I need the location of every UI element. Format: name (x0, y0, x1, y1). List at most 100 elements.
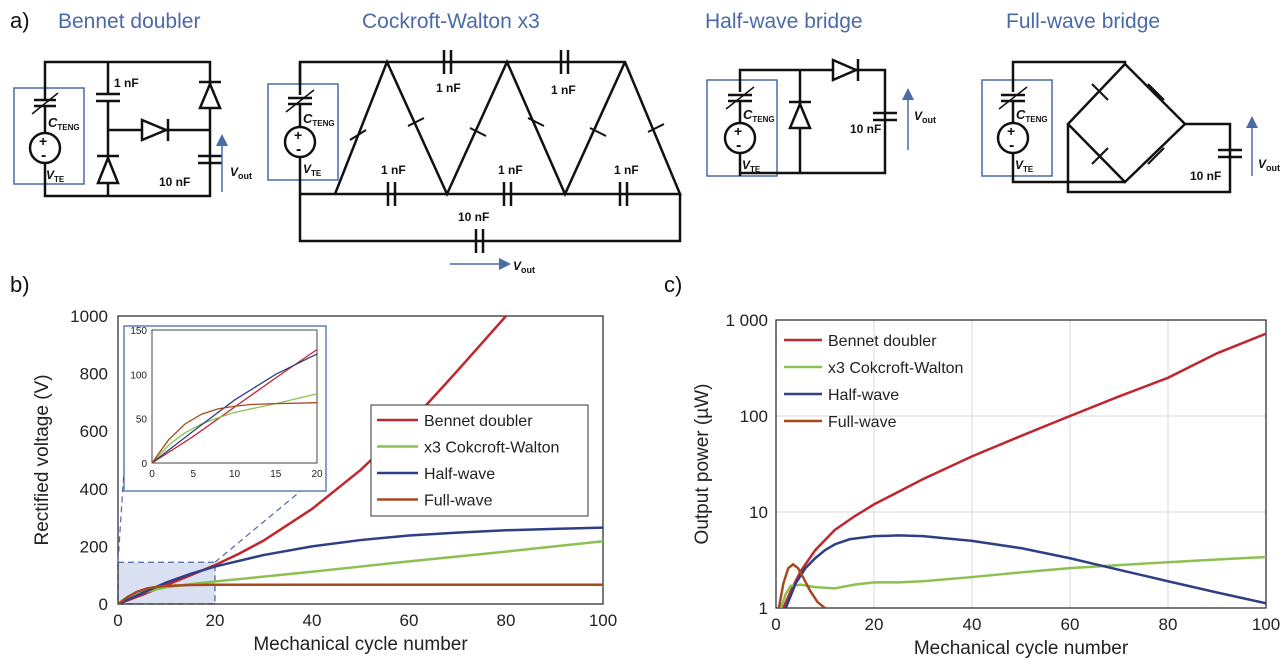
x-tick-label-c: 80 (1159, 615, 1178, 634)
panel-label-c: c) (664, 272, 683, 297)
bennet-vout-label: Vout (230, 165, 252, 181)
x-tick-label-b: 80 (497, 611, 516, 630)
inset-x-tick: 20 (311, 469, 323, 480)
legend-c-label-1: x3 Cokcroft-Walton (828, 360, 963, 377)
y-axis-label-c: Output power (µW) (692, 384, 713, 545)
half-vout-label: Vout (914, 109, 936, 125)
x-tick-label-c: 100 (1252, 615, 1280, 634)
half-cteng-label: CTENG (743, 107, 775, 124)
series-line-b-3 (118, 583, 603, 604)
plot-b-frame (117, 315, 604, 605)
y-tick-label-c: 100 (740, 407, 768, 426)
cw-c1-label: 1 nF (436, 81, 461, 95)
legend-b-label-2: Half-wave (424, 466, 495, 483)
inset-series-line-2 (151, 353, 318, 464)
y-tick-label-b: 0 (99, 595, 108, 614)
x-tick-label-b: 0 (113, 611, 122, 630)
full-vte-label: VTE (1015, 158, 1034, 174)
series-line-c-1 (779, 555, 1266, 608)
y-tick-label-b: 200 (80, 537, 108, 556)
y-tick-label-b: 600 (80, 422, 108, 441)
inset-x-tick: 10 (229, 469, 241, 480)
x-tick-label-c: 40 (963, 615, 982, 634)
legend-c-label-0: Bennet doubler (828, 333, 937, 350)
circuit-diagrams: 1 nF 10 nF Vout CTENG VTE + - (13, 50, 1280, 275)
svg-text:+: + (39, 133, 47, 149)
x-tick-label-b: 40 (303, 611, 322, 630)
cw-c4-label: 1 nF (498, 163, 523, 177)
bennet-circuit (13, 60, 222, 198)
inset-plot-frame (151, 329, 318, 464)
series-line-c-3 (777, 562, 826, 608)
cw-vte-label: VTE (303, 162, 322, 178)
x-axis-label-c: Mechanical cycle number (914, 638, 1129, 659)
series-line-c-0 (782, 332, 1266, 608)
legend-c-label-3: Full-wave (828, 414, 897, 431)
bennet-c2-label: 10 nF (159, 175, 190, 189)
zoom-connector-left (117, 469, 125, 563)
chart-b: 0 20 40 60 80 10002004006008001000Mechanical … (32, 307, 617, 655)
legend-b-label-1: x3 Cokcroft-Walton (424, 440, 559, 457)
half-circuit (706, 58, 897, 177)
y-tick-label-c: 1 000 (725, 311, 768, 330)
series-line-b-1 (118, 539, 603, 604)
cw-cteng-label: CTENG (303, 111, 335, 128)
inset-y-tick: 0 (141, 459, 147, 470)
bennet-teng-box (13, 87, 85, 185)
circuit-title-cw: Cockroft-Walton x3 (362, 10, 540, 33)
inset-y-tick: 150 (130, 326, 147, 337)
svg-text:-: - (736, 137, 741, 154)
inset-y-tick: 50 (136, 415, 148, 426)
plot-c-frame (775, 319, 1267, 609)
circuit-title-full: Full-wave bridge (1006, 10, 1161, 33)
cw-vout-label: Vout (513, 259, 535, 275)
inset-series-line-0 (151, 348, 318, 464)
chart-c: 0 20 40 60 80 100 1 10 100 1 000 Mechanical cycle … (692, 311, 1280, 659)
inset-x-tick: 5 (190, 469, 196, 480)
bennet-cteng-label: CTENG (48, 115, 80, 132)
svg-text:-: - (1009, 137, 1014, 154)
inset-y-tick: 100 (130, 370, 147, 381)
svg-text:+: + (294, 127, 302, 143)
half-vte-label: VTE (742, 158, 761, 174)
circuit-title-bennet: Bennet doubler (58, 10, 201, 33)
legend-b: Bennet doubler x3 Cokcroft-Walton Half-wav… (370, 404, 589, 517)
svg-text:+: + (1007, 123, 1015, 139)
svg-text:-: - (41, 147, 46, 164)
cw-cout-label: 10 nF (458, 210, 489, 224)
full-vout-label: Vout (1258, 157, 1280, 173)
full-cout-label: 10 nF (1190, 169, 1221, 183)
cw-circuit (267, 50, 682, 253)
legend-c: Bennet doubler x3 Cokcroft-Walton Half-wav… (784, 333, 963, 431)
inset-series-line-3 (151, 402, 318, 464)
x-tick-label-b: 20 (206, 611, 225, 630)
legend-b-label-0: Bennet doubler (424, 413, 533, 430)
cw-c3-label: 1 nF (381, 163, 406, 177)
full-cteng-label: CTENG (1016, 107, 1048, 124)
full-circuit (981, 60, 1242, 194)
svg-text:+: + (734, 123, 742, 139)
legend-b-box (370, 404, 589, 517)
legend-b-label-3: Full-wave (424, 493, 493, 510)
inset-frame (123, 325, 327, 492)
x-tick-label-c: 60 (1061, 615, 1080, 634)
cw-c2-label: 1 nF (551, 83, 576, 97)
bennet-c1-label: 1 nF (114, 76, 139, 90)
x-tick-label-b: 100 (589, 611, 617, 630)
y-tick-label-b: 400 (80, 480, 108, 499)
y-tick-label-b: 1000 (70, 307, 108, 326)
legend-c-label-2: Half-wave (828, 387, 899, 404)
x-tick-label-c: 20 (865, 615, 884, 634)
x-tick-label-b: 60 (400, 611, 419, 630)
series-line-c-2 (784, 534, 1266, 608)
svg-text:-: - (296, 141, 301, 158)
circuit-title-half: Half-wave bridge (705, 10, 863, 33)
half-cout-label: 10 nF (850, 122, 881, 136)
inset-x-tick: 0 (149, 469, 155, 480)
cw-c5-label: 1 nF (614, 163, 639, 177)
y-tick-label-b: 800 (80, 365, 108, 384)
y-tick-label-c: 10 (749, 503, 768, 522)
panel-label-a: a) (10, 8, 30, 33)
bennet-vte-label: VTE (46, 168, 65, 184)
panel-label-b: b) (10, 272, 30, 297)
